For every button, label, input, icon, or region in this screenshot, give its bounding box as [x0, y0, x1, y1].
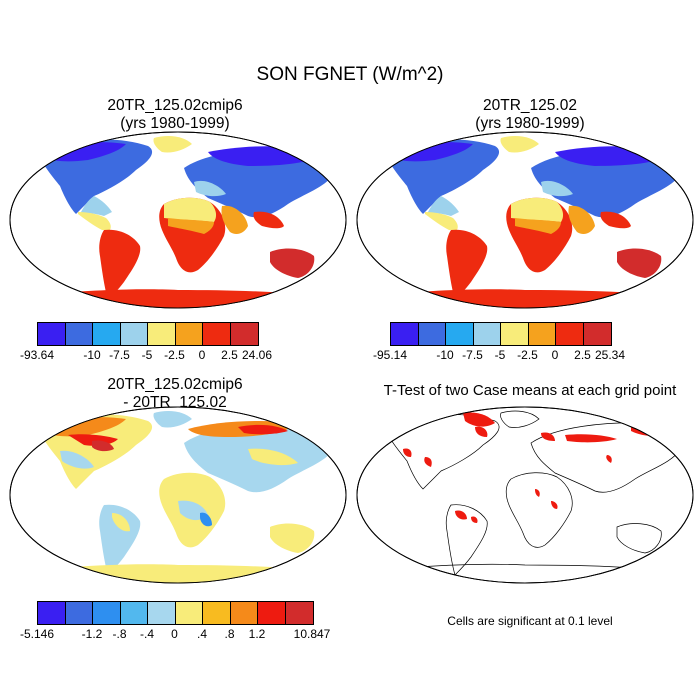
- panel-2-title-line1: 20TR_125.02: [483, 97, 577, 114]
- colorbar-label: -5: [494, 348, 506, 362]
- colorbar-swatch: [203, 602, 231, 624]
- panel-3-title-line2: - 20TR_125.02: [123, 394, 227, 411]
- colorbar-label: 10.847: [293, 627, 331, 641]
- colorbar-swatch: [391, 323, 419, 345]
- colorbar-swatch: [230, 323, 258, 345]
- colorbar-swatch: [148, 602, 176, 624]
- colorbar-label: .4: [196, 627, 208, 641]
- colorbar-swatch: [418, 323, 446, 345]
- colorbar-swatch: [175, 323, 203, 345]
- colorbar-swatch: [285, 602, 313, 624]
- panel-4-title: T-Test of two Case means at each grid po…: [360, 382, 700, 400]
- colorbar-swatch: [583, 323, 611, 345]
- colorbar-label: .8: [224, 627, 235, 641]
- colorbar-label: -1.2: [81, 627, 103, 641]
- colorbar-label: 25.34: [594, 348, 626, 362]
- panel-2-title: 20TR_125.02 (yrs 1980-1999): [360, 97, 700, 133]
- colorbar-boxes: [37, 322, 259, 346]
- panel-1-title-line1: 20TR_125.02cmip6: [107, 97, 243, 114]
- colorbar-label: -.8: [112, 627, 127, 641]
- figure-title: SON FGNET (W/m^2): [256, 64, 444, 85]
- panel-3-title-line1: 20TR_125.02cmip6: [107, 376, 243, 393]
- colorbar-swatch: [120, 602, 148, 624]
- map-panel-ttest: [356, 406, 694, 584]
- colorbar-boxes: [390, 322, 612, 346]
- colorbar-case2: -95.14 -10 -7.5 -5 -2.5 0 2.5 25.34: [373, 322, 625, 370]
- significance-note: Cells are significant at 0.1 level: [447, 614, 613, 628]
- colorbar-label: 2.5: [574, 348, 591, 362]
- colorbar-swatch: [65, 602, 93, 624]
- colorbar-label: -2.5: [164, 348, 185, 362]
- colorbar-label: -10: [436, 348, 454, 362]
- colorbar-swatch: [446, 323, 474, 345]
- colorbar-label: -7.5: [109, 348, 130, 362]
- colorbar-label: 0: [171, 627, 178, 641]
- colorbar-swatch: [38, 602, 66, 624]
- colorbar-boxes: [37, 601, 314, 625]
- map-panel-difference: [9, 406, 347, 584]
- colorbar-swatch: [230, 602, 258, 624]
- colorbar-swatch: [93, 602, 121, 624]
- colorbar-label: 1.2: [248, 627, 266, 641]
- colorbar-swatch: [148, 323, 176, 345]
- colorbar-case1: -93.64 -10 -7.5 -5 -2.5 0 2.5 24.06: [20, 322, 272, 370]
- map-panel-case2: [356, 131, 694, 309]
- colorbar-swatch: [258, 602, 286, 624]
- colorbar-swatch: [501, 323, 529, 345]
- colorbar-swatch: [65, 323, 93, 345]
- colorbar-swatch: [473, 323, 501, 345]
- panel-2-title-line2: (yrs 1980-1999): [475, 115, 585, 132]
- colorbar-difference: -5.146 -1.2 -.8 -.4 0 .4 .8 1.2 10.847: [20, 601, 330, 649]
- panel-1-title: 20TR_125.02cmip6 (yrs 1980-1999): [5, 97, 345, 133]
- colorbar-label: -5.146: [19, 627, 55, 641]
- colorbar-swatch: [93, 323, 121, 345]
- colorbar-label: -.4: [139, 627, 155, 641]
- colorbar-label: -2.5: [517, 348, 538, 362]
- colorbar-swatch: [175, 602, 203, 624]
- colorbar-swatch: [38, 323, 66, 345]
- colorbar-swatch: [528, 323, 556, 345]
- colorbar-label: -10: [83, 348, 101, 362]
- colorbar-swatch: [120, 323, 148, 345]
- colorbar-label: -5: [141, 348, 153, 362]
- colorbar-label: -7.5: [462, 348, 483, 362]
- colorbar-label: 0: [551, 348, 559, 362]
- colorbar-label: 24.06: [241, 348, 273, 362]
- colorbar-label: -95.14: [372, 348, 408, 362]
- panel-1-title-line2: (yrs 1980-1999): [120, 115, 230, 132]
- colorbar-label: 0: [198, 348, 206, 362]
- panel-3-title: 20TR_125.02cmip6 - 20TR_125.02: [5, 376, 345, 412]
- map-panel-case1: [9, 131, 347, 309]
- panel-4-title-line1: T-Test of two Case means at each grid po…: [383, 382, 677, 399]
- colorbar-swatch: [556, 323, 584, 345]
- colorbar-label: -93.64: [19, 348, 55, 362]
- colorbar-label: 2.5: [221, 348, 238, 362]
- colorbar-swatch: [203, 323, 231, 345]
